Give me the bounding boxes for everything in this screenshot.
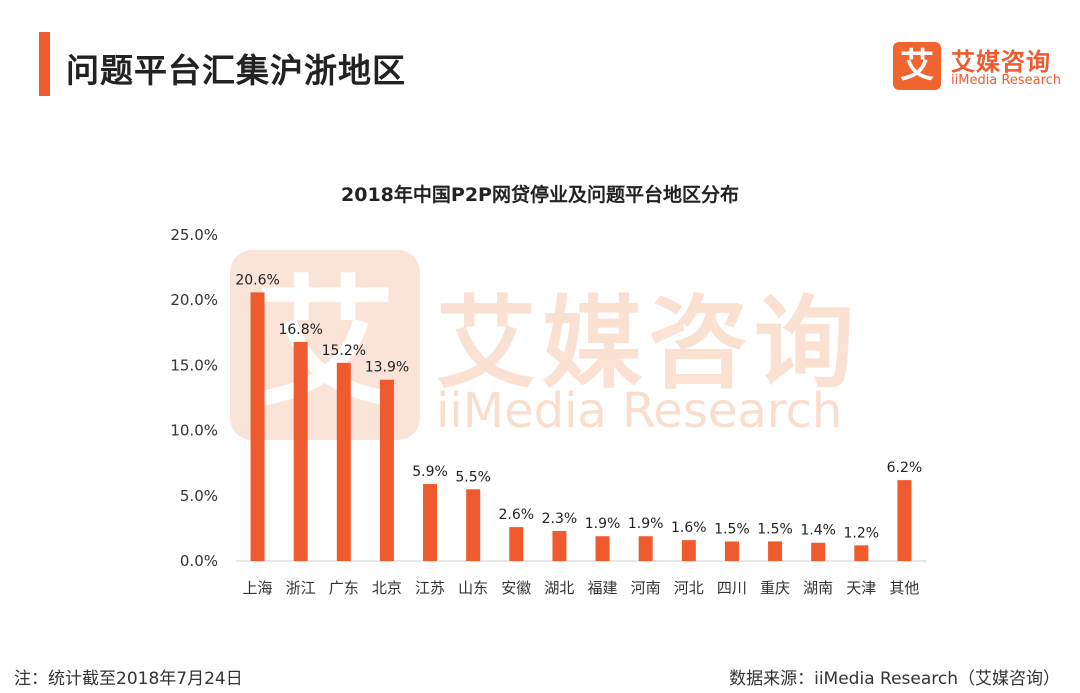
brand-name-en: iiMedia Research	[951, 73, 1062, 88]
watermark-name-cn: 艾媒咨询	[436, 285, 860, 402]
bar-14	[854, 545, 869, 561]
bar-8	[595, 536, 610, 561]
y-tick-label: 20.0%	[170, 291, 218, 309]
x-tick-label: 湖南	[803, 579, 833, 597]
bar-value-label: 1.5%	[757, 521, 793, 537]
bar-10	[681, 540, 696, 561]
bar-value-label: 13.9%	[365, 360, 409, 376]
x-tick-label: 四川	[717, 579, 747, 597]
x-tick-label: 河北	[674, 579, 704, 597]
y-tick-label: 25.0%	[170, 226, 218, 244]
bar-12	[768, 541, 783, 561]
bar-value-label: 1.4%	[800, 523, 836, 539]
bar-value-label: 1.9%	[628, 516, 664, 532]
x-tick-label: 安徽	[501, 579, 531, 597]
bar-value-label: 15.2%	[322, 343, 366, 359]
bar-9	[638, 536, 653, 561]
bar-4	[423, 484, 438, 561]
x-tick-label: 浙江	[286, 579, 316, 597]
bar-value-label: 1.2%	[844, 525, 880, 541]
bar-3	[379, 379, 394, 561]
bar-value-label: 5.5%	[455, 469, 491, 485]
x-tick-label: 山东	[458, 579, 488, 597]
x-tick-label: 广东	[329, 579, 359, 597]
bar-value-label: 1.5%	[714, 521, 750, 537]
bar-5	[466, 489, 481, 561]
page-title: 问题平台汇集沪浙地区	[66, 51, 406, 90]
x-tick-label: 北京	[372, 579, 402, 597]
y-tick-label: 0.0%	[180, 552, 218, 570]
brand-name-cn: 艾媒咨询	[951, 48, 1051, 76]
chart-title: 2018年中国P2P网贷停业及问题平台地区分布	[341, 184, 739, 206]
bar-value-label: 2.3%	[542, 511, 578, 527]
bar-value-label: 2.6%	[499, 507, 535, 523]
bar-value-label: 1.9%	[585, 516, 621, 532]
y-tick-label: 5.0%	[180, 487, 218, 505]
bar-7	[552, 531, 567, 561]
bar-value-label: 16.8%	[278, 322, 322, 338]
bar-1	[293, 341, 308, 561]
footnote: 注：统计截至2018年7月24日	[14, 669, 243, 689]
y-tick-label: 10.0%	[170, 422, 218, 440]
data-source: 数据来源：iiMedia Research（艾媒咨询）	[729, 669, 1060, 689]
x-tick-label: 福建	[588, 579, 618, 597]
x-tick-label: 江苏	[415, 579, 445, 597]
bar-11	[724, 541, 739, 561]
x-tick-label: 天津	[846, 579, 876, 597]
brand-logo: 艾 艾媒咨询 iiMedia Research	[893, 42, 1068, 92]
watermark-name-en: iiMedia Research	[436, 383, 843, 439]
bar-value-label: 5.9%	[412, 464, 448, 480]
bar-2	[336, 362, 351, 561]
bar-value-label: 1.6%	[671, 520, 707, 536]
bar-13	[811, 542, 826, 561]
bar-6	[509, 527, 524, 561]
brand-logo-icon: 艾	[893, 42, 941, 90]
y-tick-label: 15.0%	[170, 356, 218, 374]
bar-15	[897, 480, 912, 561]
bar-value-label: 20.6%	[235, 272, 279, 288]
title-accent-bar	[39, 32, 50, 96]
x-tick-label: 河南	[631, 579, 661, 597]
x-tick-label: 重庆	[760, 579, 790, 597]
bar-value-label: 6.2%	[887, 460, 923, 476]
bar-0	[250, 292, 265, 561]
x-tick-label: 湖北	[544, 579, 574, 597]
x-tick-label: 其他	[889, 579, 919, 597]
x-tick-label: 上海	[243, 579, 273, 597]
